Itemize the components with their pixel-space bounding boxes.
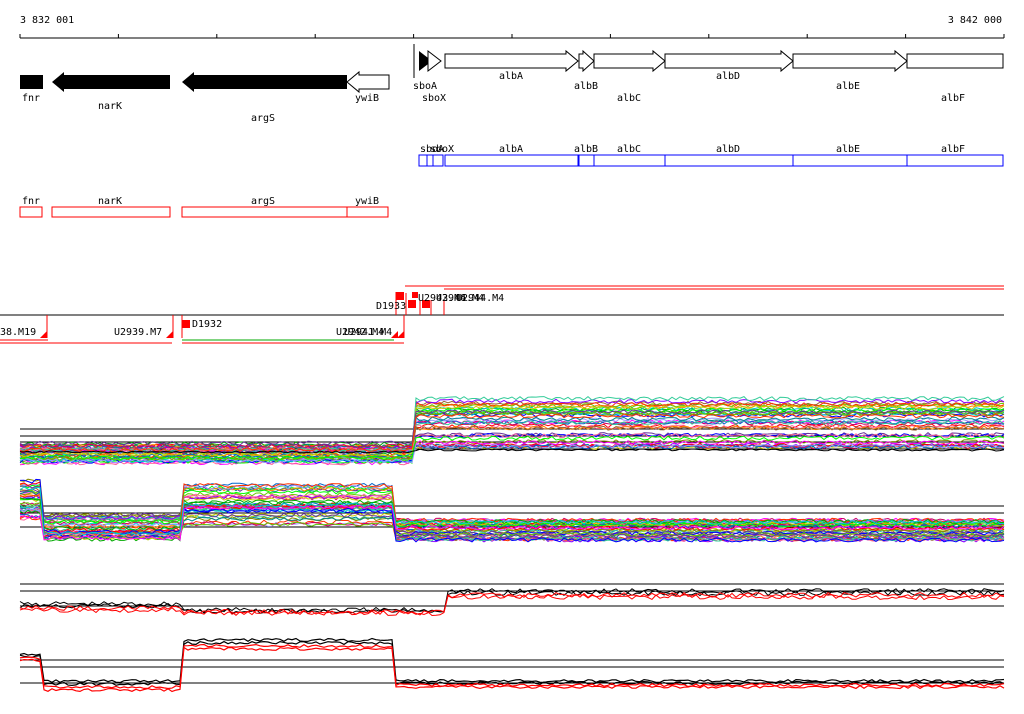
gene-narK[interactable]: narK <box>52 72 170 112</box>
blue-annotation-labels: sboA sboX albA albB albC albD albE albF <box>420 144 965 155</box>
feature-label-U2939[interactable]: U2939.M7 <box>114 327 162 338</box>
gene-sboA[interactable]: sboA <box>413 51 437 92</box>
ruler-start-label: 3 832 001 <box>20 15 74 26</box>
blue-box-albB[interactable] <box>578 154 595 167</box>
gene-fnr[interactable]: fnr <box>20 75 43 104</box>
blue-label-sboA: sboA <box>420 144 444 155</box>
blue-box-albA[interactable] <box>444 154 579 167</box>
gene-albE[interactable]: albE <box>792 49 908 92</box>
blue-label-albC: albC <box>617 144 641 155</box>
feature-label-U2944[interactable]: U2944.M4 <box>456 293 504 304</box>
gene-label-sboX: sboX <box>422 93 446 104</box>
gene-label-argS: argS <box>251 113 275 124</box>
gene-albC[interactable]: albC <box>593 49 666 104</box>
blue-box-sboX-a[interactable] <box>426 154 434 167</box>
gene-track-plus: sboA sboX albA albB albC albD albE albF <box>413 44 1004 104</box>
feature-marker-a[interactable] <box>396 292 404 300</box>
blue-label-albB: albB <box>574 144 598 155</box>
blue-box-sboX[interactable] <box>432 154 444 167</box>
gene-sboX[interactable]: sboX <box>422 49 446 104</box>
blue-annotation-track <box>418 154 1004 167</box>
red-box-narK[interactable] <box>51 206 171 218</box>
blue-label-albE: albE <box>836 144 860 155</box>
expression-plot-plus-summary <box>19 583 1005 617</box>
blue-label-sboX: sboX <box>430 144 454 155</box>
gene-ywiB[interactable]: ywiB <box>346 70 390 104</box>
gene-albF[interactable]: albF <box>906 53 1004 104</box>
red-label-narK: narK <box>98 196 122 207</box>
blue-box-albE[interactable] <box>792 154 908 167</box>
feature-marker-d[interactable] <box>412 292 418 298</box>
red-annotation-labels: fnr narK argS ywiB <box>22 196 379 207</box>
blue-box-albD[interactable] <box>664 154 794 167</box>
blue-label-albF: albF <box>941 144 965 155</box>
feature-label-U2946[interactable]: U2946.M4 <box>436 293 484 304</box>
feature-label-D1932[interactable]: D1932 <box>192 319 222 330</box>
red-box-ywiB[interactable] <box>346 206 389 218</box>
expression-plot-plus-many <box>19 395 1005 466</box>
gene-label-albF: albF <box>941 93 965 104</box>
red-label-argS: argS <box>251 196 275 207</box>
blue-label-albD: albD <box>716 144 740 155</box>
feature-label-U2943[interactable]: U2943.M4 <box>418 293 466 304</box>
feature-marker-D1932[interactable] <box>182 320 190 328</box>
coordinate-ruler: 3 832 001 3 842 000 <box>19 15 1005 39</box>
gene-label-fnr: fnr <box>22 93 40 104</box>
feature-marker-c[interactable] <box>422 300 430 308</box>
gene-label-albB: albB <box>574 81 598 92</box>
feature-marker-b[interactable] <box>408 300 416 308</box>
gene-albA[interactable]: albA <box>444 49 579 82</box>
feature-label-U2941[interactable]: U2941.M4 <box>344 327 392 338</box>
expression-plot-minus-summary <box>19 637 1005 693</box>
gene-label-ywiB: ywiB <box>355 93 379 104</box>
gene-albD[interactable]: albD <box>664 49 794 82</box>
blue-label-albA: albA <box>499 144 523 155</box>
feature-label-38M19[interactable]: 38.M19 <box>0 327 36 338</box>
gene-label-albA: albA <box>499 71 523 82</box>
feature-label-D1933[interactable]: D1933 <box>376 301 406 312</box>
gene-track-minus: fnr narK argS ywiB <box>20 70 390 124</box>
blue-box-sboA[interactable] <box>418 154 428 167</box>
feature-label-U2942[interactable]: U2942.M4 <box>336 327 384 338</box>
red-box-argS[interactable] <box>181 206 348 218</box>
gene-label-sboA: sboA <box>413 81 437 92</box>
blue-box-albC[interactable] <box>593 154 666 167</box>
gene-label-narK: narK <box>98 101 122 112</box>
gene-albB[interactable]: albB <box>574 49 598 92</box>
red-annotation-track <box>19 206 389 218</box>
ruler-end-label: 3 842 000 <box>948 15 1002 26</box>
gene-argS[interactable]: argS <box>182 72 347 124</box>
gene-label-albC: albC <box>617 93 641 104</box>
gene-label-albD: albD <box>716 71 740 82</box>
red-box-fnr[interactable] <box>19 206 43 218</box>
blue-box-albF[interactable] <box>906 154 1004 167</box>
red-label-ywiB: ywiB <box>355 196 379 207</box>
expression-plot-minus-many <box>19 478 1005 543</box>
feature-track: D1933 U2943.M4 U2944.M4 U2946.M4 38.M19 … <box>0 285 1004 344</box>
red-label-fnr: fnr <box>22 196 40 207</box>
gene-label-albE: albE <box>836 81 860 92</box>
